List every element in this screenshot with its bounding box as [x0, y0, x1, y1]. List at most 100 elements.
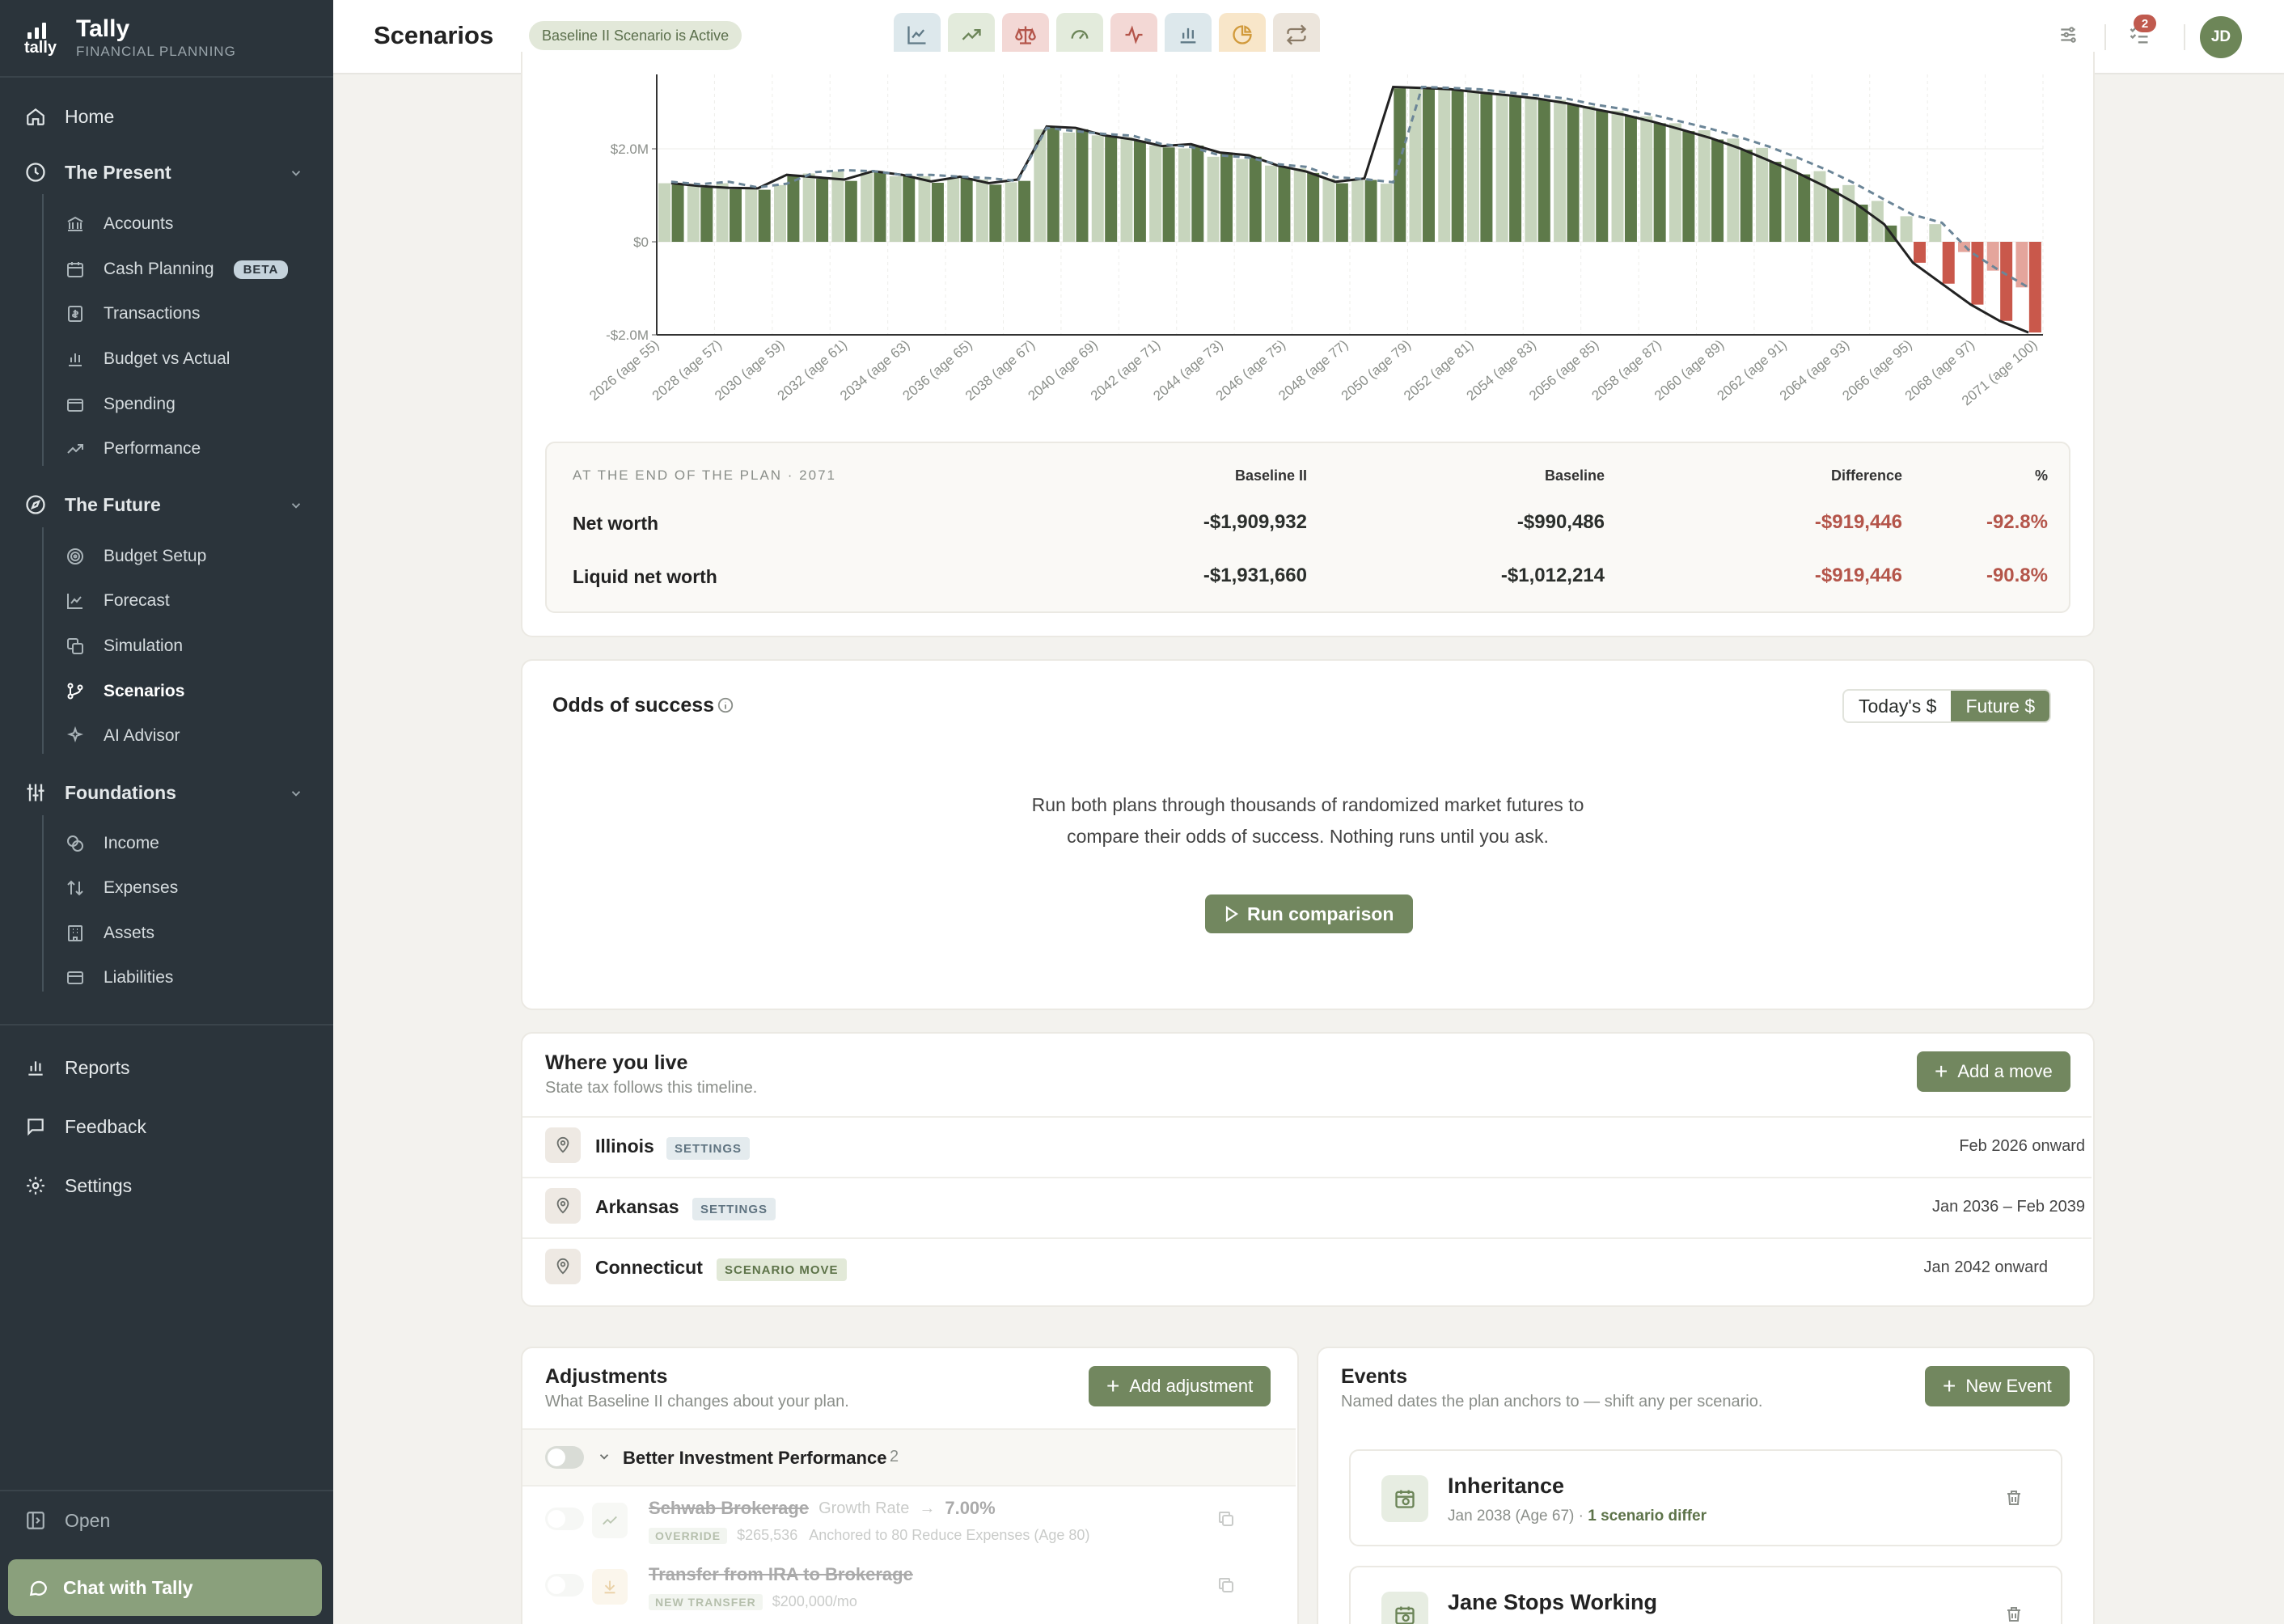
- plus-icon: +: [1106, 1373, 1120, 1398]
- sidebar-item-expenses[interactable]: Expenses: [65, 873, 178, 903]
- chart-bar: [1451, 91, 1464, 242]
- chevron-down-icon[interactable]: [286, 784, 306, 803]
- chart-bar: [1162, 147, 1175, 242]
- adjustment-group[interactable]: Better Investment Performance 2: [522, 1428, 1296, 1487]
- chevron-down-icon[interactable]: [286, 496, 306, 515]
- group-toggle[interactable]: [545, 1446, 584, 1469]
- sidebar-item-cash-planning[interactable]: Cash Planning BETA: [65, 255, 289, 284]
- trending-up-icon: [592, 1503, 628, 1538]
- adjustment-detail: $200,000/mo: [772, 1593, 857, 1609]
- trash-icon[interactable]: [2004, 1488, 2024, 1512]
- sidebar-item-simulation[interactable]: Simulation: [65, 632, 183, 661]
- sidebar-item-ai-advisor[interactable]: AI Advisor: [65, 721, 180, 751]
- chart-bar: [1769, 162, 1782, 242]
- nav-section-foundations[interactable]: Foundations: [24, 776, 176, 809]
- toggle-future-dollars[interactable]: Future $: [1951, 691, 2050, 721]
- brand[interactable]: tally Tally FINANCIAL PLANNING: [24, 13, 236, 63]
- chart-bar: [1091, 135, 1104, 242]
- toggle-todays-dollars[interactable]: Today's $: [1859, 695, 1937, 717]
- sidebar-item-transactions[interactable]: Transactions: [65, 299, 200, 328]
- adjustment-toggle[interactable]: [545, 1574, 584, 1597]
- events-subtitle: Named dates the plan anchors to — shift …: [1341, 1393, 1763, 1410]
- adjustment-row[interactable]: Schwab Brokerage Growth Rate → 7.00% OVE…: [522, 1488, 1296, 1556]
- chart-bar: [700, 187, 713, 242]
- status-badge: Baseline II Scenario is Active: [529, 21, 742, 50]
- avatar[interactable]: JD: [2200, 16, 2242, 58]
- chart-bar: [773, 184, 786, 242]
- sidebar-item-assets[interactable]: Assets: [65, 919, 154, 948]
- chart-bar: [787, 176, 800, 242]
- list-item[interactable]: Illinois SETTINGS Feb 2026 onward: [522, 1116, 2092, 1176]
- plus-icon: +: [1935, 1059, 1948, 1084]
- nav-section-present[interactable]: The Present: [24, 156, 171, 188]
- list-item[interactable]: Connecticut SCENARIO MOVE Jan 2042 onwar…: [522, 1237, 2092, 1297]
- event-card[interactable]: Jane Stops Working: [1349, 1566, 2062, 1624]
- chat-with-tally-button[interactable]: Chat with Tally: [8, 1559, 322, 1616]
- gear-icon: [24, 1174, 47, 1197]
- list-item[interactable]: Arkansas SETTINGS Jan 2036 – Feb 2039: [522, 1177, 2092, 1237]
- odds-card: [521, 659, 2095, 1010]
- chart-bar: [1813, 171, 1826, 242]
- sidebar-item-spending[interactable]: Spending: [65, 390, 176, 419]
- nav-section-future[interactable]: The Future: [24, 488, 161, 521]
- chart-bar: [918, 176, 931, 242]
- chart-bar: [931, 182, 944, 242]
- chart-bar: [1900, 216, 1913, 242]
- new-event-button[interactable]: + New Event: [1925, 1366, 2070, 1406]
- nav-open[interactable]: Open: [24, 1504, 110, 1537]
- event-card[interactable]: Inheritance Jan 2038 (Age 67) · 1 scenar…: [1349, 1449, 2062, 1546]
- chart-bar: [1611, 110, 1624, 242]
- app-subtitle: FINANCIAL PLANNING: [76, 44, 236, 59]
- sidebar-item-budget-setup[interactable]: Budget Setup: [65, 542, 206, 571]
- sidebar-item-liabilities[interactable]: Liabilities: [65, 963, 173, 992]
- chart-bar: [1596, 110, 1609, 242]
- sidebar-item-income[interactable]: Income: [65, 829, 159, 858]
- sidebar-item-scenarios[interactable]: Scenarios: [65, 677, 184, 706]
- chart-bar: [1466, 91, 1479, 242]
- home-icon: [24, 105, 47, 128]
- chart-bar: [745, 188, 758, 242]
- calendar-clock-icon: [1381, 1592, 1428, 1624]
- bar-chart-icon: [24, 1056, 47, 1079]
- table-cell: -92.8%: [1986, 511, 2048, 533]
- chevron-down-icon[interactable]: [286, 163, 306, 183]
- adjustments-subtitle: What Baseline II changes about your plan…: [545, 1393, 849, 1410]
- adjustment-target: Transfer from IRA to Brokerage: [649, 1564, 913, 1584]
- nav-home[interactable]: Home: [24, 100, 114, 133]
- info-icon[interactable]: [717, 696, 734, 718]
- group-count: 2: [890, 1448, 899, 1465]
- sidebar-item-forecast[interactable]: Forecast: [65, 586, 170, 615]
- nav-feedback[interactable]: Feedback: [24, 1110, 146, 1143]
- chart-bar: [1871, 201, 1884, 242]
- run-comparison-button[interactable]: Run comparison: [1205, 894, 1414, 933]
- adjustment-value: 7.00%: [945, 1498, 996, 1518]
- chart-bar: [1914, 242, 1927, 263]
- chart-bar: [758, 189, 771, 242]
- adjustment-toggle[interactable]: [545, 1508, 584, 1530]
- settings-sliders-button[interactable]: [2045, 13, 2092, 60]
- scenario-diff-link[interactable]: 1 scenario differ: [1588, 1508, 1707, 1525]
- map-pin-icon: [545, 1249, 581, 1284]
- chart-bar: [1105, 137, 1118, 242]
- sidebar-item-budget-vs-actual[interactable]: Budget vs Actual: [65, 345, 230, 374]
- compass-icon: [24, 493, 47, 516]
- copy-icon[interactable]: [1216, 1575, 1236, 1599]
- chart-bar: [1063, 132, 1076, 242]
- chart-bar: [1422, 89, 1435, 243]
- chart-bar: [1554, 99, 1567, 242]
- location-date: Jan 2036 – Feb 2039: [1931, 1198, 2085, 1216]
- nav-settings[interactable]: Settings: [24, 1169, 132, 1202]
- sidebar-item-performance[interactable]: Performance: [65, 434, 201, 463]
- trash-icon[interactable]: [2004, 1605, 2024, 1624]
- chart-bar: [1698, 130, 1711, 242]
- add-move-button[interactable]: + Add a move: [1917, 1051, 2070, 1092]
- add-adjustment-button[interactable]: + Add adjustment: [1089, 1366, 1271, 1406]
- chart-bar: [1047, 128, 1060, 242]
- sidebar-item-accounts[interactable]: Accounts: [65, 209, 173, 239]
- chat-bubble-icon: [27, 1577, 49, 1598]
- chart-bar: [1178, 148, 1191, 242]
- adjustment-row[interactable]: Transfer from IRA to Brokerage NEW TRANS…: [522, 1554, 1296, 1622]
- chevron-down-icon[interactable]: [597, 1449, 611, 1468]
- nav-reports[interactable]: Reports: [24, 1051, 130, 1084]
- copy-icon[interactable]: [1216, 1509, 1236, 1533]
